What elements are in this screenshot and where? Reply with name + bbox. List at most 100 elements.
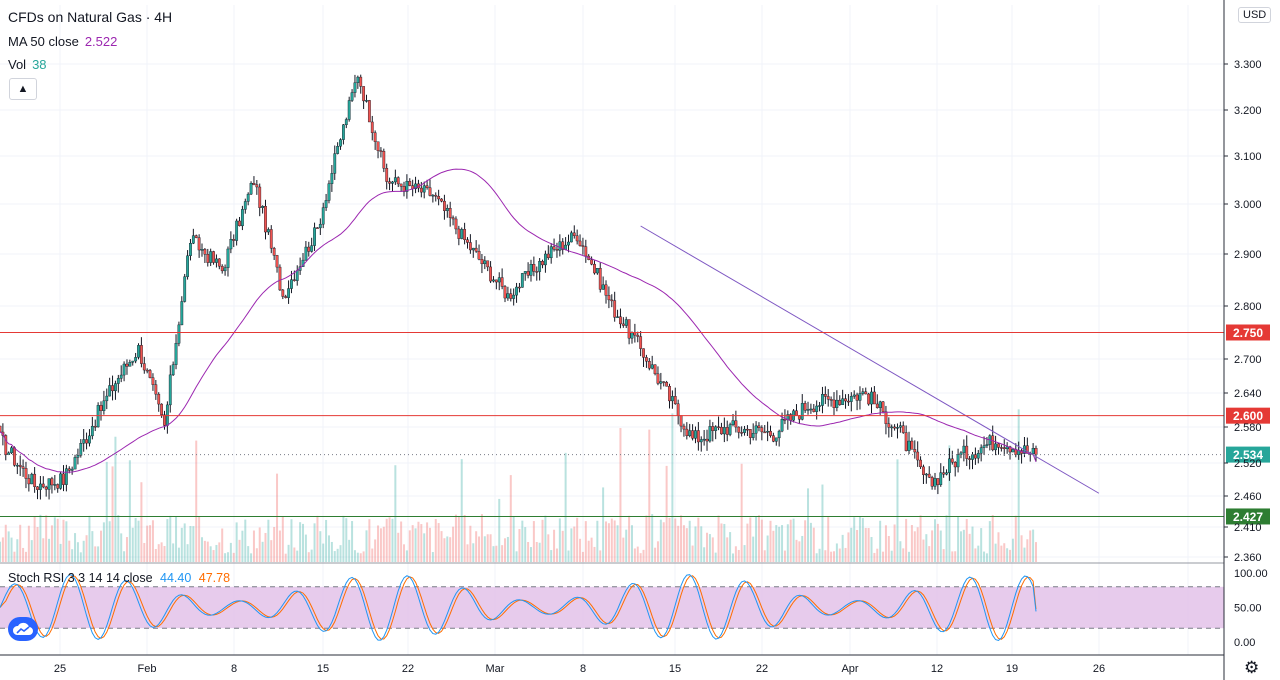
volume-bar	[189, 525, 192, 562]
price-tick-label: 3.000	[1234, 199, 1262, 211]
volume-bar	[890, 550, 893, 562]
volume-bar	[82, 540, 85, 562]
candle-body	[890, 426, 894, 429]
candle-body	[105, 395, 109, 402]
gear-icon[interactable]: ⚙	[1244, 658, 1260, 677]
volume-bar	[622, 537, 625, 562]
cloud-icon	[12, 622, 33, 635]
volume-bar	[123, 551, 126, 562]
currency-badge[interactable]: USD	[1238, 7, 1272, 23]
volume-bar	[307, 552, 310, 562]
candle-body	[440, 198, 443, 202]
candle-body	[910, 440, 914, 450]
volume-bar	[290, 519, 293, 562]
candle-body	[292, 279, 296, 281]
volume-bar	[861, 518, 864, 562]
time-tick-label: 15	[317, 663, 329, 675]
volume-bar	[576, 517, 579, 562]
candle-body	[803, 403, 807, 411]
volume-bar	[36, 527, 39, 562]
candle-body	[829, 399, 833, 401]
candle-body	[956, 454, 960, 468]
candle-body	[189, 243, 192, 256]
candle-body	[930, 477, 934, 487]
volume-bar	[1011, 538, 1014, 562]
volume-bar	[553, 529, 556, 562]
volume-bar	[610, 518, 613, 562]
collapse-legend-button[interactable]: ▲	[9, 78, 37, 100]
candles	[0, 74, 1038, 500]
volume-bar	[333, 551, 336, 562]
volume-bar	[786, 524, 789, 562]
candle-body	[451, 217, 455, 220]
candle-body	[73, 457, 77, 470]
candle-body	[379, 150, 383, 152]
candle-body	[624, 319, 628, 326]
volume-bar	[801, 535, 804, 562]
candle-body	[125, 363, 129, 367]
volume-bar	[746, 523, 749, 562]
candle-body	[59, 473, 63, 489]
volume-bar	[267, 519, 270, 562]
volume-bar	[460, 459, 463, 562]
candle-body	[232, 239, 236, 241]
candle-body	[269, 229, 273, 249]
volume-bar	[630, 525, 633, 562]
candle-body	[696, 430, 700, 443]
candle-body	[359, 76, 363, 87]
volume-bar	[896, 459, 899, 562]
volume-bar	[708, 534, 711, 562]
time-tick-label: Apr	[841, 663, 858, 675]
symbol-title: CFDs on Natural Gas · 4H	[8, 9, 172, 25]
candle-body	[694, 430, 697, 439]
volume-bar	[723, 523, 726, 562]
trendline	[640, 225, 1100, 494]
candle-body	[148, 370, 152, 378]
volume-bar	[731, 553, 734, 562]
candle-body	[122, 363, 126, 376]
volume-bar	[388, 517, 391, 562]
candle-body	[711, 426, 715, 431]
volume-bar	[882, 551, 885, 562]
volume-bar	[804, 520, 807, 562]
volume-bar	[273, 526, 276, 562]
volume-bar	[359, 553, 362, 562]
vol-legend[interactable]: Vol 38	[8, 57, 47, 72]
volume-bar	[50, 525, 53, 562]
volume-bar	[45, 515, 48, 562]
volume-bar	[1029, 530, 1032, 562]
volume-bar	[48, 538, 51, 562]
volume-bar	[105, 461, 108, 562]
volume-bar	[454, 514, 457, 562]
stoch-rsi-legend[interactable]: Stoch RSI 3 3 14 14 close 44.40 47.78	[8, 571, 230, 585]
horizontal-levels: 2.750 2.600 2.534 2.427	[0, 324, 1270, 525]
volume-bar	[1006, 548, 1009, 562]
ma-legend[interactable]: MA 50 close 2.522	[8, 34, 117, 49]
candle-body	[933, 478, 937, 487]
volume-bar	[238, 539, 241, 562]
volume-bar	[371, 548, 374, 562]
candle-body	[751, 433, 755, 438]
volume-bar	[449, 537, 452, 562]
volume-bar	[1003, 543, 1006, 562]
candle-body	[246, 193, 250, 202]
candle-body	[140, 345, 143, 364]
volume-bar	[945, 515, 948, 562]
candle-body	[818, 405, 821, 407]
volume-bar	[884, 525, 887, 562]
stoch-rsi-band	[0, 586, 1224, 629]
candle-body	[324, 200, 328, 208]
volume-bar	[922, 539, 925, 562]
ma-legend-value: 2.522	[84, 34, 118, 49]
tradingview-logo-icon[interactable]	[8, 617, 38, 641]
volume-bar	[781, 525, 784, 562]
candle-body	[454, 218, 458, 230]
volume-bar	[1014, 515, 1017, 562]
volume-bar	[532, 521, 535, 562]
candle-body	[474, 247, 478, 252]
volume-bar	[835, 543, 838, 562]
candle-body	[535, 271, 539, 273]
candle-body	[806, 409, 810, 411]
volume-bar	[166, 519, 169, 562]
